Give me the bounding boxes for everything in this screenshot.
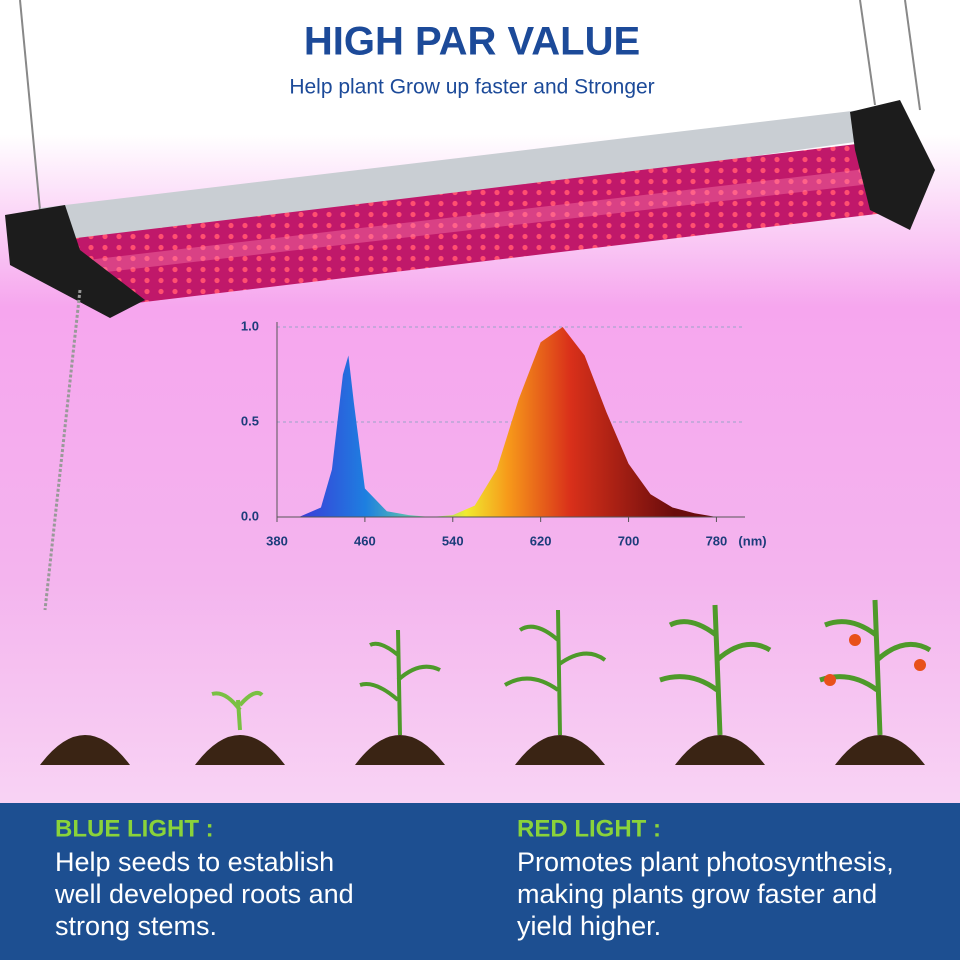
- spectrum-area: [298, 327, 717, 517]
- panel-line: Help seeds to establish: [55, 847, 334, 877]
- x-tick-label: 460: [354, 533, 376, 548]
- panel-line: Promotes plant photosynthesis,: [517, 847, 894, 877]
- y-tick-label: 0.0: [241, 508, 259, 523]
- plants: [40, 599, 932, 765]
- panel-title: RED LIGHT :: [517, 815, 661, 842]
- y-tick-label: 1.0: [241, 318, 259, 333]
- panel-line: yield higher.: [517, 911, 661, 941]
- x-tick-label: 780: [706, 533, 728, 548]
- lamp: [5, 0, 935, 611]
- spectrum-chart: 0.0 0.5 1.0 380 460 540 620 700 780 (nm): [241, 318, 767, 548]
- x-tick-label: 620: [530, 533, 552, 548]
- info-panel: [0, 803, 960, 960]
- panels: BLUE LIGHT : Help seeds to establishwell …: [54, 815, 894, 941]
- title: HIGH PAR VALUE: [304, 20, 640, 64]
- y-tick-label: 0.5: [241, 413, 259, 428]
- x-tick-label: 380: [266, 533, 288, 548]
- panel-title: BLUE LIGHT :: [55, 815, 214, 842]
- panel-line: making plants grow faster and: [517, 879, 877, 909]
- x-tick-label: 700: [618, 533, 640, 548]
- panel-line: well developed roots and: [54, 879, 354, 909]
- subtitle: Help plant Grow up faster and Stronger: [289, 76, 654, 99]
- x-tick-label: 540: [442, 533, 464, 548]
- x-unit: (nm): [738, 533, 766, 548]
- panel-line: strong stems.: [55, 911, 217, 941]
